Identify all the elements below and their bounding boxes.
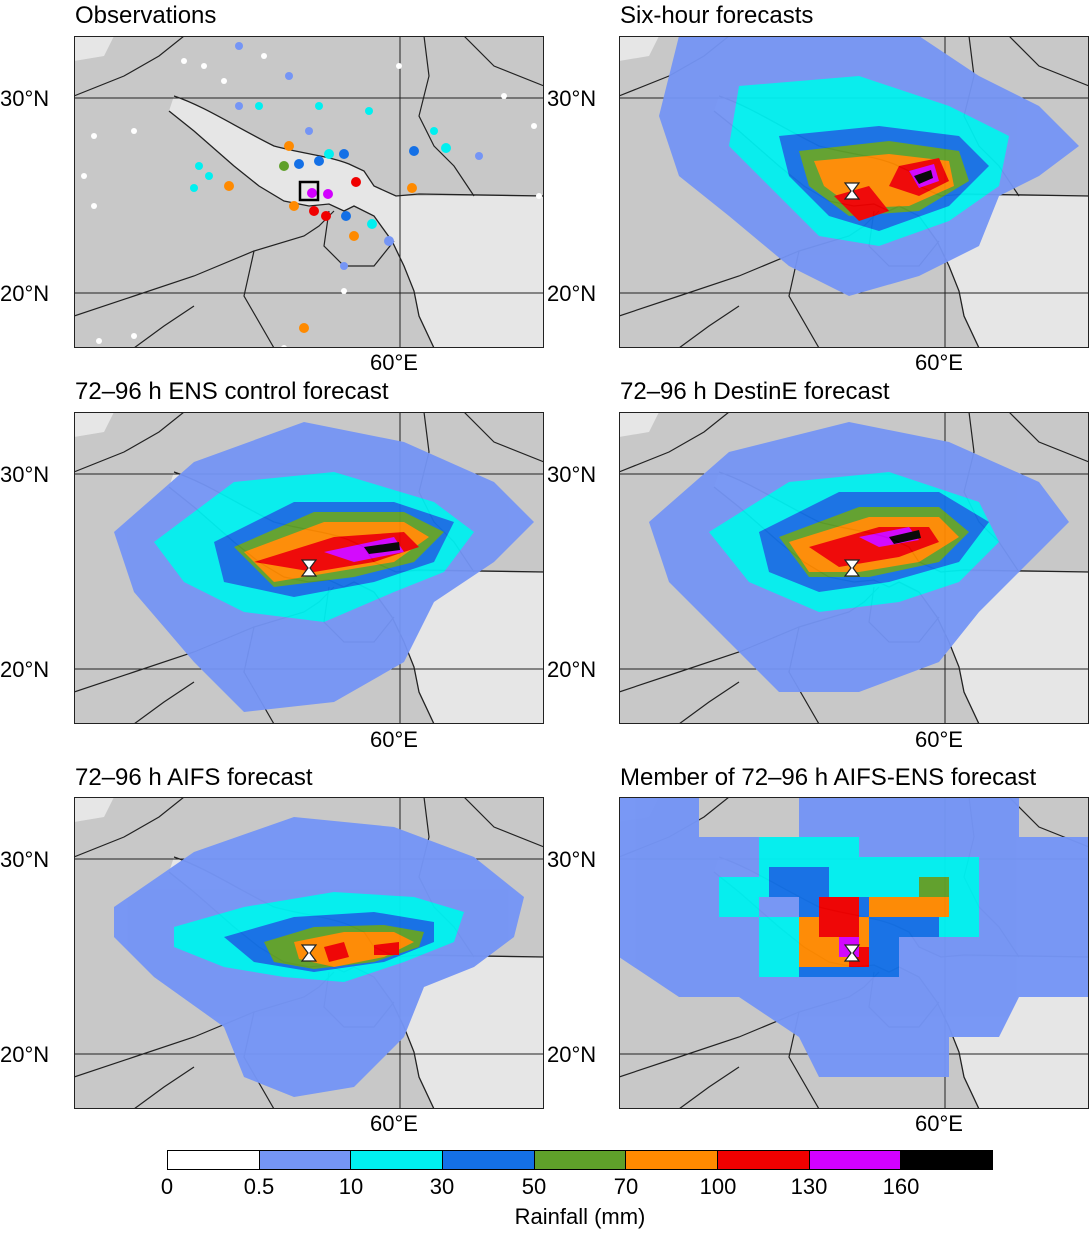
station-markers xyxy=(81,42,542,348)
lat-label-30n: 30°N xyxy=(0,462,50,487)
rainfall-colorbar xyxy=(167,1150,993,1170)
lon-label-60e: 60°E xyxy=(915,727,963,752)
colorbar-tick: 10 xyxy=(338,1174,364,1199)
lat-label-20n: 20°N xyxy=(0,657,50,682)
map-panel-destine xyxy=(619,412,1089,724)
map-panel-aifs-ens xyxy=(619,797,1089,1109)
colorbar-swatch xyxy=(534,1151,627,1169)
lat-label-30n: 30°N xyxy=(547,462,597,487)
lat-label-30n: 30°N xyxy=(0,86,50,111)
lat-label-30n: 30°N xyxy=(547,86,597,111)
colorbar-tick: 30 xyxy=(429,1174,455,1199)
colorbar-tick: 0.5 xyxy=(243,1174,275,1199)
panel-title-observations: Observations xyxy=(75,2,217,29)
lon-label-60e: 60°E xyxy=(915,350,963,375)
location-box xyxy=(298,180,320,202)
colorbar-swatch xyxy=(351,1151,444,1169)
colorbar-tick: 130 xyxy=(790,1174,828,1199)
colorbar-swatch xyxy=(901,1151,993,1169)
lat-label-20n: 20°N xyxy=(547,657,597,682)
lon-label-60e: 60°E xyxy=(370,350,418,375)
lon-label-60e: 60°E xyxy=(370,727,418,752)
lon-label-60e: 60°E xyxy=(370,1111,418,1136)
lat-label-30n: 30°N xyxy=(0,847,50,872)
map-panel-observations xyxy=(74,36,544,348)
colorbar-swatch xyxy=(168,1151,260,1169)
colorbar-tick: 100 xyxy=(699,1174,737,1199)
panel-title-aifs: 72–96 h AIFS forecast xyxy=(75,764,313,791)
colorbar-swatch xyxy=(809,1151,902,1169)
colorbar-swatch xyxy=(626,1151,719,1169)
panel-title-destine: 72–96 h DestinE forecast xyxy=(620,378,890,405)
panel-title-ens-control: 72–96 h ENS control forecast xyxy=(75,378,389,405)
lat-label-20n: 20°N xyxy=(547,1042,597,1067)
lat-label-30n: 30°N xyxy=(547,847,597,872)
colorbar-label: Rainfall (mm) xyxy=(514,1204,646,1229)
map-panel-ens-control xyxy=(74,412,544,724)
lat-label-20n: 20°N xyxy=(0,281,50,306)
colorbar-swatch xyxy=(443,1151,535,1169)
colorbar-tick: 160 xyxy=(882,1174,920,1199)
map-panel-six-hour xyxy=(619,36,1089,348)
lat-label-20n: 20°N xyxy=(0,1042,50,1067)
panel-title-six-hour: Six-hour forecasts xyxy=(620,2,814,29)
map-panel-aifs xyxy=(74,797,544,1109)
lon-label-60e: 60°E xyxy=(915,1111,963,1136)
colorbar-swatch xyxy=(259,1151,352,1169)
colorbar-tick: 70 xyxy=(613,1174,639,1199)
colorbar-swatch xyxy=(718,1151,810,1169)
panel-title-aifs-ens: Member of 72–96 h AIFS-ENS forecast xyxy=(620,764,1037,791)
colorbar-tick: 50 xyxy=(521,1174,547,1199)
lat-label-20n: 20°N xyxy=(547,281,597,306)
colorbar-tick: 0 xyxy=(160,1174,174,1199)
